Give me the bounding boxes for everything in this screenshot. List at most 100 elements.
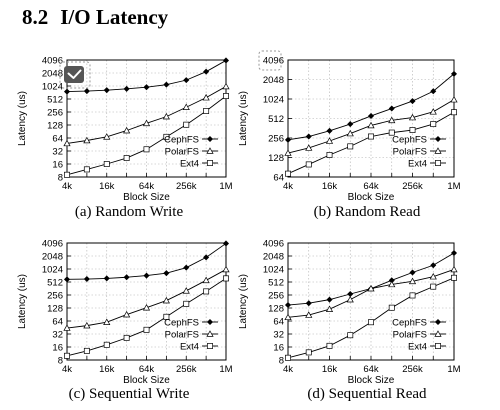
x-tick-label: 1M bbox=[219, 181, 232, 192]
series-cephfs bbox=[63, 240, 230, 283]
legend-marker bbox=[434, 330, 442, 337]
data-point bbox=[305, 133, 312, 140]
legend-label: CephFS bbox=[392, 134, 427, 145]
legend-marker bbox=[434, 318, 442, 326]
x-axis-label: Block Size bbox=[348, 375, 395, 386]
series-polarfs bbox=[63, 265, 230, 331]
plot-frame bbox=[287, 242, 455, 361]
y-tick-label: 8 bbox=[279, 355, 284, 366]
data-point bbox=[103, 87, 110, 94]
series-polarfs bbox=[284, 95, 458, 156]
data-point bbox=[408, 277, 417, 285]
y-tick-label: 512 bbox=[47, 94, 63, 105]
data-point bbox=[202, 276, 210, 284]
y-tick-label: 256 bbox=[47, 107, 63, 118]
data-point bbox=[202, 93, 210, 101]
data-point bbox=[368, 319, 374, 326]
data-point bbox=[83, 276, 90, 283]
data-point bbox=[163, 81, 170, 88]
data-point bbox=[203, 108, 210, 114]
data-point bbox=[430, 121, 437, 128]
data-point bbox=[284, 313, 292, 321]
legend-label: Ext4 bbox=[408, 341, 427, 352]
chart-caption: (d) Sequential Read bbox=[307, 386, 427, 402]
data-point bbox=[223, 275, 229, 282]
plot-frame bbox=[287, 59, 455, 178]
data-point bbox=[367, 284, 375, 292]
data-point bbox=[450, 250, 458, 257]
legend-label: PolarFS bbox=[165, 146, 199, 157]
legend-label: PolarFS bbox=[165, 329, 199, 340]
y-tick-label: 512 bbox=[268, 277, 284, 288]
legend-marker bbox=[207, 160, 213, 166]
data-point bbox=[325, 137, 334, 144]
data-point bbox=[451, 274, 457, 281]
y-tick-label: 1024 bbox=[263, 264, 284, 275]
x-tick-label: 16k bbox=[99, 364, 115, 375]
data-point bbox=[223, 93, 229, 99]
data-point bbox=[222, 265, 230, 273]
y-tick-label: 2048 bbox=[263, 251, 284, 262]
data-point bbox=[203, 288, 210, 295]
chart-caption: (a) Random Write bbox=[75, 204, 184, 220]
data-point bbox=[222, 82, 230, 90]
x-tick-label: 16k bbox=[322, 364, 338, 375]
x-tick-label: 4k bbox=[283, 364, 293, 375]
y-tick-label: 64 bbox=[52, 316, 63, 327]
data-point bbox=[347, 332, 354, 339]
plot-frame bbox=[66, 242, 227, 361]
legend-marker bbox=[435, 343, 441, 349]
series-ext4 bbox=[285, 109, 457, 177]
badge-tile bbox=[64, 66, 84, 83]
data-point bbox=[326, 296, 333, 303]
x-axis-label: Block Size bbox=[123, 375, 170, 386]
data-point bbox=[103, 318, 111, 325]
y-tick-label: 512 bbox=[268, 114, 284, 125]
data-point bbox=[123, 155, 130, 161]
data-point bbox=[284, 302, 292, 309]
data-point bbox=[183, 264, 190, 271]
data-point bbox=[143, 326, 150, 333]
data-point bbox=[451, 109, 457, 116]
data-point bbox=[183, 300, 190, 307]
data-point bbox=[347, 121, 354, 128]
data-point bbox=[388, 116, 396, 124]
check-icon bbox=[67, 69, 82, 79]
data-point bbox=[142, 303, 151, 311]
y-axis-label: Latency (us) bbox=[238, 91, 249, 146]
data-point bbox=[123, 310, 131, 318]
data-point bbox=[103, 341, 110, 348]
y-tick-label: 4096 bbox=[42, 55, 63, 66]
data-point bbox=[346, 295, 354, 303]
y-tick-label: 32 bbox=[52, 146, 63, 157]
x-tick-label: 16k bbox=[322, 181, 338, 192]
y-axis-label: Latency (us) bbox=[17, 274, 28, 329]
data-point bbox=[103, 133, 111, 140]
y-tick-label: 256 bbox=[268, 133, 284, 144]
y-tick-label: 128 bbox=[47, 120, 63, 131]
y-tick-label: 256 bbox=[268, 290, 284, 301]
y-tick-label: 4096 bbox=[42, 238, 63, 249]
data-point bbox=[83, 136, 91, 144]
data-point bbox=[368, 133, 374, 140]
y-tick-label: 256 bbox=[47, 290, 63, 301]
series-cephfs bbox=[284, 70, 458, 143]
section-title: I/O Latency bbox=[60, 5, 169, 29]
data-point bbox=[123, 274, 130, 281]
x-tick-label: 64k bbox=[363, 181, 379, 192]
series-ext4 bbox=[64, 275, 229, 359]
y-tick-label: 8 bbox=[58, 172, 63, 183]
chart-panel: 64 128 256 512 1024 2048 4096 4k 16k 64k 256k 1M Blo… bbox=[238, 55, 461, 220]
y-tick-label: 4096 bbox=[263, 238, 284, 249]
y-tick-label: 32 bbox=[273, 329, 284, 340]
data-point bbox=[63, 139, 71, 147]
series-ext4 bbox=[64, 93, 229, 178]
data-point bbox=[83, 347, 90, 354]
data-point bbox=[222, 240, 230, 247]
data-point bbox=[450, 95, 458, 103]
data-point bbox=[388, 129, 395, 136]
x-tick-label: 4k bbox=[283, 181, 293, 192]
data-point bbox=[63, 88, 71, 95]
data-point bbox=[429, 272, 437, 280]
